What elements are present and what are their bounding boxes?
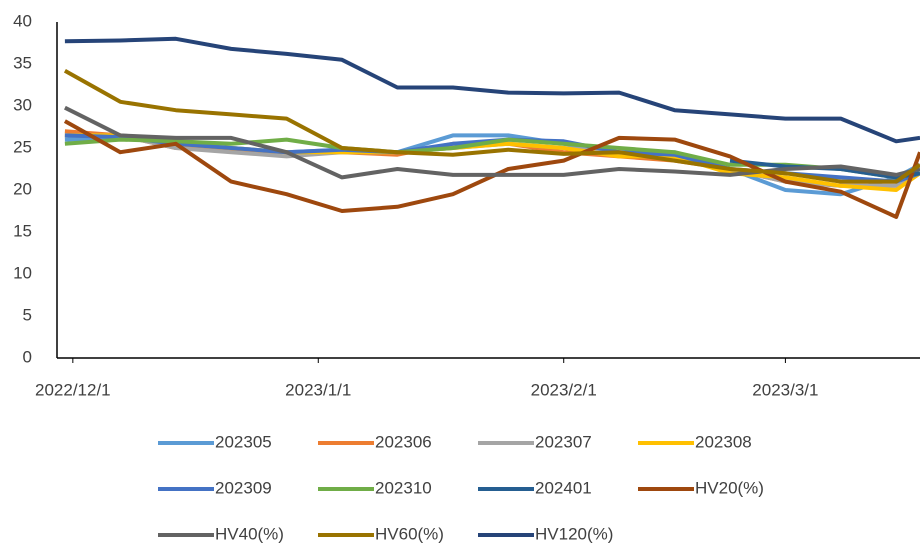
y-tick-label: 10 xyxy=(13,263,32,282)
x-tick-label: 2023/1/1 xyxy=(285,380,351,399)
y-tick-label: 35 xyxy=(13,53,32,72)
legend-label: 202309 xyxy=(215,478,272,497)
x-tick-label: 2022/12/1 xyxy=(35,380,111,399)
series-line xyxy=(64,36,920,144)
x-tick-label: 2023/3/1 xyxy=(752,380,818,399)
legend-label: 202306 xyxy=(375,432,432,451)
legend-label: HV120(%) xyxy=(535,524,613,543)
y-tick-label: 5 xyxy=(23,305,32,324)
y-tick-label: 30 xyxy=(13,95,32,114)
x-tick-label: 2023/2/1 xyxy=(531,380,597,399)
y-tick-label: 40 xyxy=(13,11,32,30)
y-tick-label: 0 xyxy=(23,347,32,366)
legend-label: 202401 xyxy=(535,478,592,497)
legend-label: 202305 xyxy=(215,432,272,451)
legend-label: 202308 xyxy=(695,432,752,451)
legend-label: 202310 xyxy=(375,478,432,497)
legend-label: HV60(%) xyxy=(375,524,444,543)
legend-label: HV40(%) xyxy=(215,524,284,543)
series-line xyxy=(63,119,920,219)
y-tick-label: 20 xyxy=(13,179,32,198)
legend-label: HV20(%) xyxy=(695,478,764,497)
y-tick-label: 15 xyxy=(13,221,32,240)
series-line xyxy=(63,68,920,184)
series-line xyxy=(64,105,920,180)
legend-label: 202307 xyxy=(535,432,592,451)
y-tick-label: 25 xyxy=(13,137,32,156)
